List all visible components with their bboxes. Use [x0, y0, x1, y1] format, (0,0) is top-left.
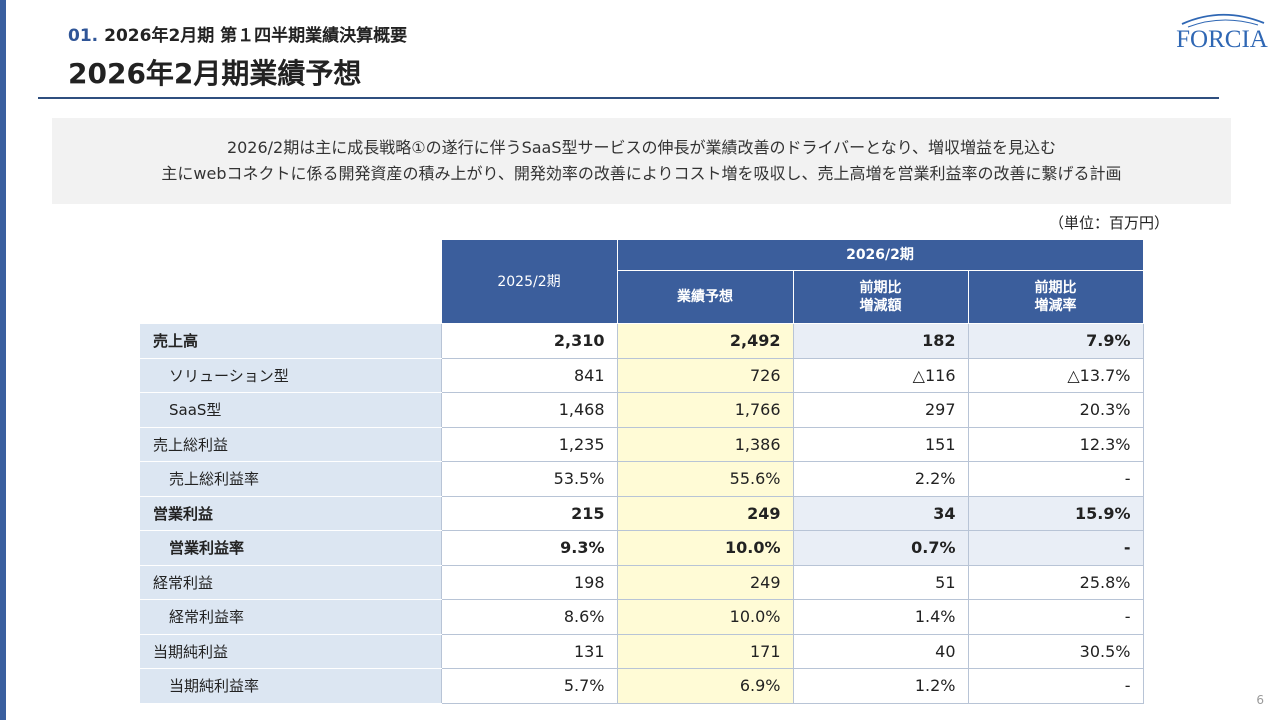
cell-prev: 841 — [440, 357, 618, 393]
title-divider — [38, 97, 1219, 99]
section-label: 01. 2026年2月期 第１四半期業績決算概要 — [68, 21, 407, 46]
left-accent-bar — [0, 0, 6, 720]
unit-note: （単位：百万円） — [1048, 214, 1169, 232]
cell-yoy-amount: 1.4% — [792, 599, 969, 635]
row-label: 経常利益率 — [140, 599, 442, 635]
cell-forecast: 1,386 — [616, 426, 794, 462]
cell-forecast: 6.9% — [616, 668, 794, 704]
cell-forecast: 1,766 — [616, 392, 794, 428]
cell-prev: 131 — [440, 633, 618, 669]
header-forecast: 業績予想 — [616, 270, 794, 324]
cell-prev: 9.3% — [440, 530, 618, 566]
cell-yoy-amount: 151 — [792, 426, 969, 462]
cell-yoy-amount: 40 — [792, 633, 969, 669]
cell-yoy-amount: △116 — [792, 357, 969, 393]
header-blank — [140, 239, 441, 324]
cell-yoy-rate: 25.8% — [967, 564, 1144, 600]
table-row: 経常利益率 8.6% 10.0% 1.4% - — [140, 599, 1144, 635]
header-yoy-rate-line1: 前期比 — [1034, 280, 1077, 296]
cell-yoy-rate: 7.9% — [967, 323, 1144, 359]
table-row: 営業利益率 9.3% 10.0% 0.7% - — [140, 530, 1144, 566]
row-label: 売上高 — [140, 323, 442, 359]
cell-forecast: 249 — [616, 495, 794, 531]
row-label: 売上総利益率 — [140, 461, 442, 497]
cell-yoy-amount: 297 — [792, 392, 969, 428]
row-label: ソリューション型 — [140, 358, 442, 393]
forcia-logo: FORCIA — [1176, 13, 1268, 53]
cell-prev: 215 — [440, 495, 618, 531]
cell-prev: 1,235 — [440, 426, 618, 462]
header-yoy-amount-line2: 増減額 — [859, 298, 902, 314]
header-yoy-amount-line1: 前期比 — [859, 280, 902, 296]
cell-forecast: 10.0% — [616, 599, 794, 635]
page-title: 2026年2月期業績予想 — [68, 57, 362, 90]
cell-forecast: 171 — [616, 633, 794, 669]
row-label: SaaS型 — [140, 392, 442, 428]
header-yoy-amount: 前期比 増減額 — [792, 270, 969, 324]
cell-yoy-amount: 1.2% — [792, 668, 969, 704]
table-row: 経常利益 198 249 51 25.8% — [140, 564, 1144, 600]
row-label: 当期純利益率 — [140, 668, 442, 704]
row-label: 経常利益 — [140, 565, 442, 600]
header-prev-year: 2025/2期 — [440, 239, 618, 324]
table-row: 当期純利益 131 171 40 30.5% — [140, 633, 1144, 669]
table-row: 当期純利益率 5.7% 6.9% 1.2% - — [140, 668, 1144, 704]
svg-text:FORCIA: FORCIA — [1176, 26, 1268, 53]
page-number: 6 — [1256, 693, 1264, 707]
cell-prev: 5.7% — [440, 668, 618, 704]
cell-yoy-rate: - — [967, 461, 1144, 497]
cell-forecast: 2,492 — [616, 323, 794, 359]
row-label: 当期純利益 — [140, 634, 442, 669]
summary-box: 2026/2期は主に成長戦略①の遂行に伴うSaaS型サービスの伸長が業績改善のド… — [52, 118, 1231, 204]
cell-yoy-rate: - — [967, 530, 1144, 566]
row-label: 売上総利益 — [140, 427, 442, 462]
cell-yoy-amount: 0.7% — [792, 530, 969, 566]
table-row: 売上総利益率 53.5% 55.6% 2.2% - — [140, 461, 1144, 497]
table-row: ソリューション型 841 726 △116 △13.7% — [140, 357, 1144, 393]
table-row: 売上高 2,310 2,492 182 7.9% — [140, 323, 1144, 359]
forecast-table: 2025/2期 2026/2期 業績予想 前期比増減額 前期比増減率 売上高 2… — [140, 239, 1144, 704]
cell-yoy-amount: 51 — [792, 564, 969, 600]
header-current-year: 2026/2期 — [616, 239, 1144, 271]
table-row: 売上総利益 1,235 1,386 151 12.3% — [140, 426, 1144, 462]
cell-prev: 198 — [440, 564, 618, 600]
cell-forecast: 55.6% — [616, 461, 794, 497]
cell-yoy-rate: - — [967, 599, 1144, 635]
row-label: 営業利益 — [140, 496, 442, 531]
cell-yoy-rate: 30.5% — [967, 633, 1144, 669]
cell-yoy-rate: △13.7% — [967, 357, 1144, 393]
table-row: 営業利益 215 249 34 15.9% — [140, 495, 1144, 531]
cell-yoy-rate: 12.3% — [967, 426, 1144, 462]
cell-yoy-amount: 182 — [792, 323, 969, 359]
cell-prev: 1,468 — [440, 392, 618, 428]
cell-prev: 2,310 — [440, 323, 618, 359]
cell-prev: 8.6% — [440, 599, 618, 635]
header-yoy-rate: 前期比 増減率 — [967, 270, 1144, 324]
cell-yoy-rate: 20.3% — [967, 392, 1144, 428]
cell-yoy-rate: 15.9% — [967, 495, 1144, 531]
cell-forecast: 249 — [616, 564, 794, 600]
section-title: 2026年2月期 第１四半期業績決算概要 — [104, 26, 408, 46]
summary-line-1: 2026/2期は主に成長戦略①の遂行に伴うSaaS型サービスの伸長が業績改善のド… — [226, 138, 1057, 157]
cell-yoy-amount: 2.2% — [792, 461, 969, 497]
table-row: SaaS型 1,468 1,766 297 20.3% — [140, 392, 1144, 428]
summary-line-2: 主にwebコネクトに係る開発資産の積み上がり、開発効率の改善によりコスト増を吸収… — [161, 164, 1122, 183]
cell-yoy-rate: - — [967, 668, 1144, 704]
cell-forecast: 726 — [616, 357, 794, 393]
cell-prev: 53.5% — [440, 461, 618, 497]
header-yoy-rate-line2: 増減率 — [1034, 298, 1077, 314]
cell-forecast: 10.0% — [616, 530, 794, 566]
cell-yoy-amount: 34 — [792, 495, 969, 531]
row-label: 営業利益率 — [140, 530, 442, 566]
section-number: 01. — [68, 26, 99, 46]
